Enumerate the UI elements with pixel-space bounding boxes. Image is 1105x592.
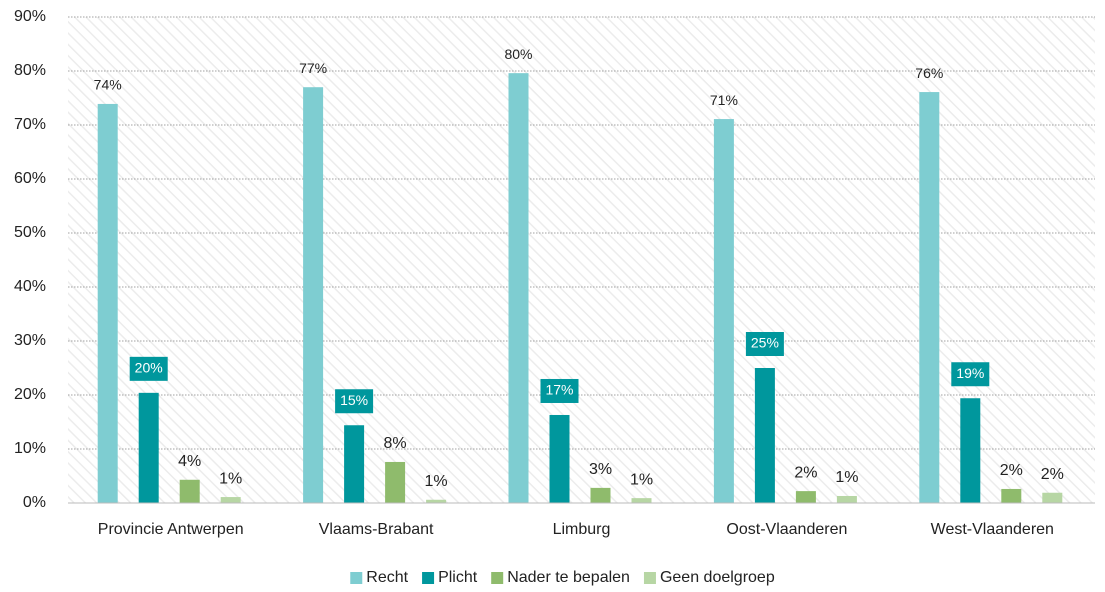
bar xyxy=(549,414,570,503)
data-label: 76% xyxy=(915,65,943,81)
data-label: 20% xyxy=(135,360,163,376)
bar xyxy=(179,479,200,503)
bar xyxy=(795,491,816,503)
legend-swatch xyxy=(491,572,504,584)
data-label: 80% xyxy=(504,46,532,62)
y-tick-label: 40% xyxy=(14,278,46,295)
legend-swatch xyxy=(350,572,363,584)
bar xyxy=(631,498,652,503)
data-label: 77% xyxy=(299,60,327,76)
data-label: 25% xyxy=(751,335,779,351)
data-label-box xyxy=(951,362,990,387)
data-label: 71% xyxy=(710,92,738,108)
bar xyxy=(713,119,734,503)
y-tick-label: 60% xyxy=(14,170,46,187)
y-tick-label: 20% xyxy=(14,386,46,403)
data-label-box xyxy=(540,378,579,403)
data-label: 1% xyxy=(835,469,858,486)
legend: Recht Plicht Nader te bepalen Geen doelgroe… xyxy=(350,569,775,586)
x-tick-label: Provincie Antwerpen xyxy=(98,521,244,538)
data-label: 2% xyxy=(1000,462,1023,479)
bar xyxy=(97,103,118,503)
bar xyxy=(385,461,406,503)
data-label: 2% xyxy=(794,464,817,481)
data-label: 1% xyxy=(219,470,242,487)
data-label: 74% xyxy=(94,77,122,93)
legend-label: Nader te bepalen xyxy=(507,569,630,586)
data-label-box xyxy=(335,389,374,414)
bar xyxy=(303,87,324,503)
legend-label: Recht xyxy=(366,569,408,586)
plot-background xyxy=(68,17,1095,503)
y-tick-label: 70% xyxy=(14,116,46,133)
bar xyxy=(508,73,529,503)
data-label: 1% xyxy=(630,471,653,488)
x-tick-label: Oost-Vlaanderen xyxy=(726,521,847,538)
bar xyxy=(1042,492,1063,503)
bar xyxy=(590,487,611,503)
data-label-box xyxy=(129,356,168,381)
bar xyxy=(344,425,365,503)
y-tick-label: 80% xyxy=(14,62,46,79)
bar xyxy=(1001,488,1022,503)
y-tick-label: 0% xyxy=(23,494,46,511)
data-label: 4% xyxy=(178,453,201,470)
x-tick-label: West-Vlaanderen xyxy=(931,521,1054,538)
legend-swatch xyxy=(643,572,656,584)
data-label: 19% xyxy=(956,365,984,381)
y-tick-label: 30% xyxy=(14,332,46,349)
y-tick-label: 50% xyxy=(14,224,46,241)
data-label: 2% xyxy=(1041,466,1064,483)
data-label: 15% xyxy=(340,392,368,408)
bar xyxy=(138,392,159,503)
bar xyxy=(426,499,447,503)
legend-swatch xyxy=(422,572,435,584)
data-label: 17% xyxy=(545,382,573,398)
x-tick-label: Limburg xyxy=(553,521,611,538)
bar xyxy=(754,368,775,503)
legend-label: Plicht xyxy=(438,569,478,586)
bar xyxy=(919,92,940,503)
bar xyxy=(220,497,241,503)
x-tick-label: Vlaams-Brabant xyxy=(319,521,434,538)
data-label: 8% xyxy=(384,435,407,452)
data-label: 1% xyxy=(425,473,448,490)
bar xyxy=(836,495,857,503)
data-label-box xyxy=(745,332,784,356)
legend-label: Geen doelgroep xyxy=(660,569,775,586)
data-label: 3% xyxy=(589,461,612,478)
y-tick-label: 90% xyxy=(14,8,46,25)
bar xyxy=(960,398,981,503)
y-tick-label: 10% xyxy=(14,440,46,457)
